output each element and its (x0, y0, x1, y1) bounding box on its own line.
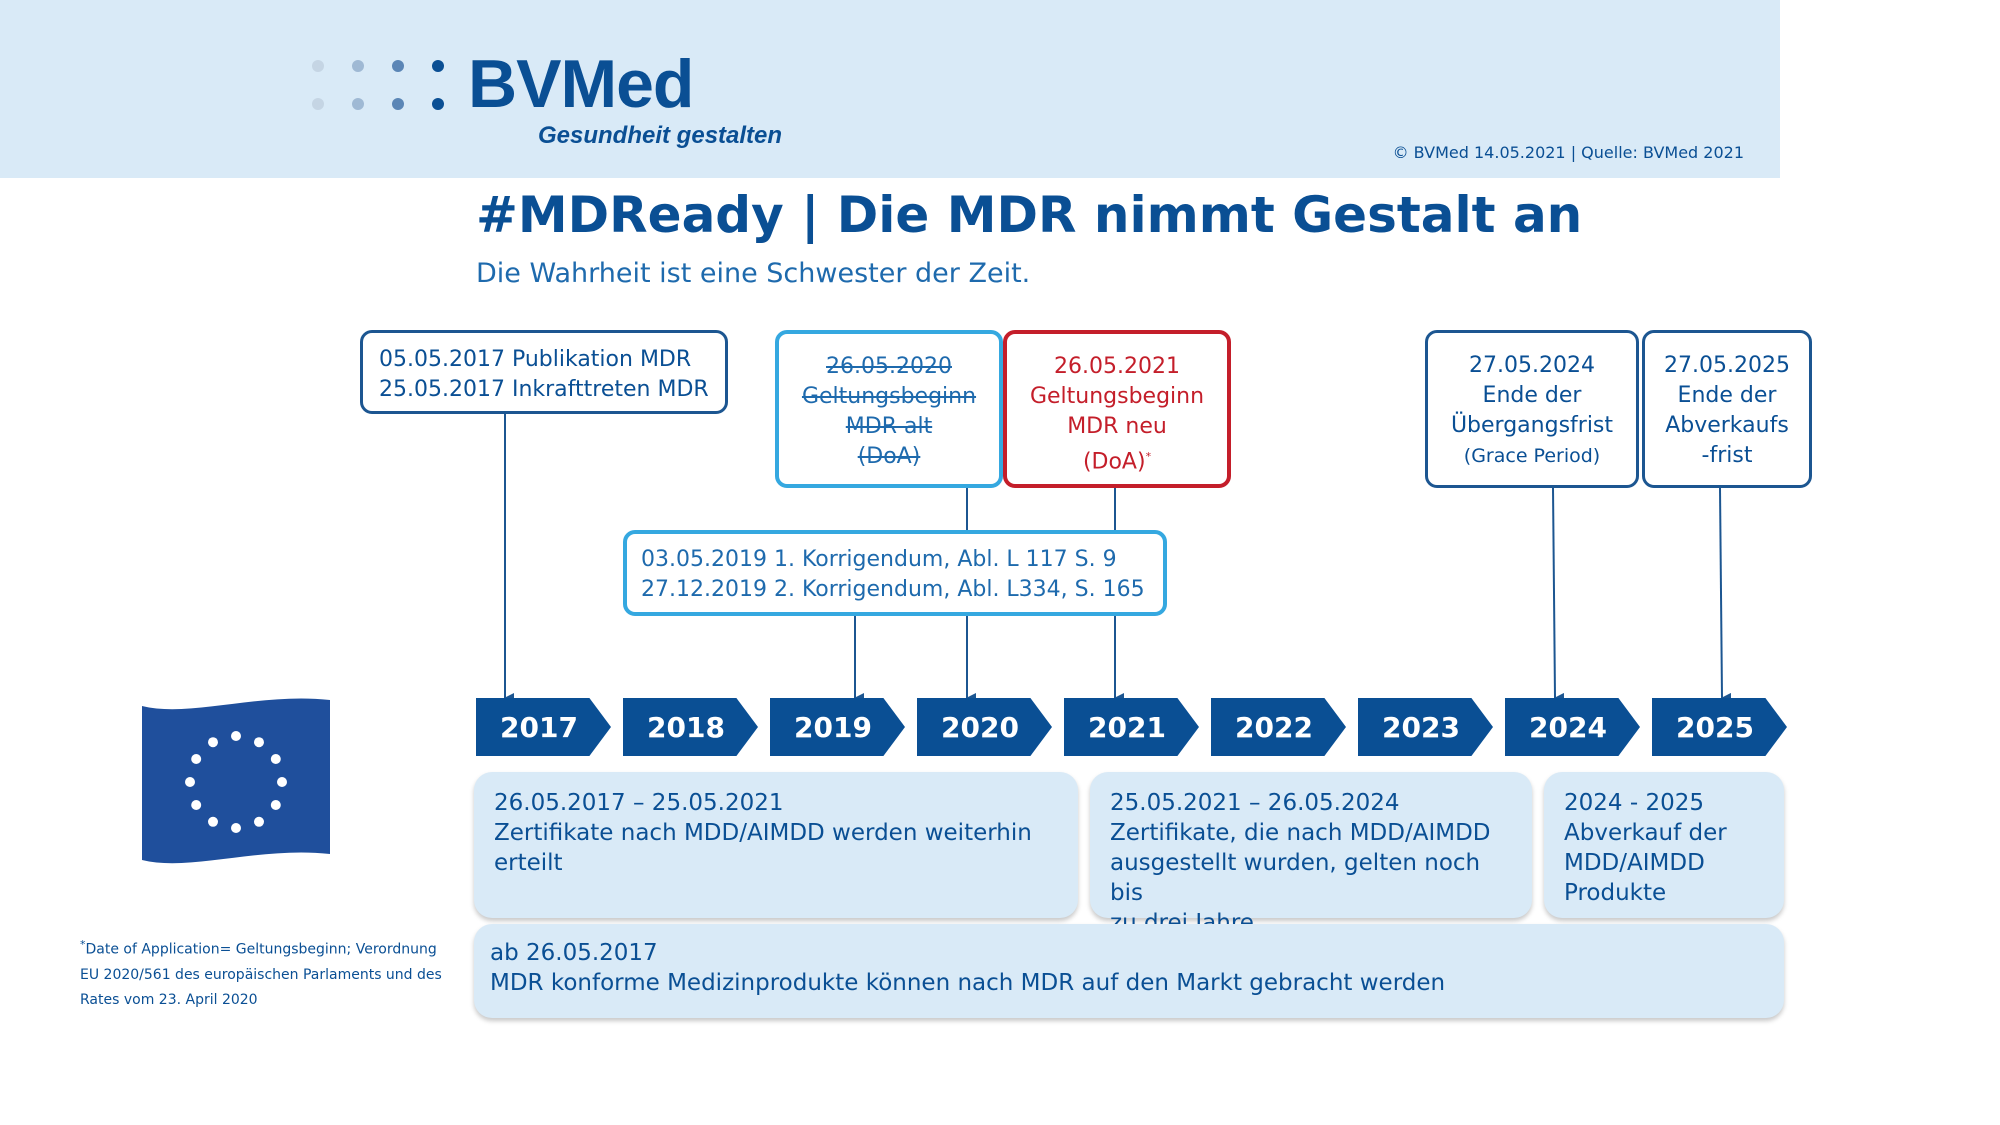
panel-4-line1: ab 26.05.2017 (490, 940, 658, 966)
year-2021: 2021 (1064, 698, 1199, 756)
panel-1-line2: Zertifikate nach MDD/AIMDD werden weiter… (494, 820, 1032, 846)
eu-star-icon (254, 737, 264, 748)
new-doa-line4: (DoA) (1082, 449, 1146, 475)
new-doa-line4-wrap: (DoA)* (1011, 442, 1223, 477)
eu-star-icon (208, 737, 218, 748)
panel-3-line2: Abverkauf der (1564, 820, 1727, 846)
logo-tagline: Gesundheit gestalten (538, 122, 783, 149)
arrow-2025 (1719, 487, 1732, 703)
arrow-2024 (1552, 487, 1565, 703)
panel-3-line4: Produkte (1564, 880, 1667, 906)
footnote-mark: * (80, 938, 86, 951)
new-doa-line2: Geltungsbeginn (1029, 384, 1205, 409)
year-2025: 2025 (1652, 698, 1787, 756)
panel-from-2017: ab 26.05.2017 MDR konforme Medizinproduk… (474, 924, 1784, 1018)
eu-star-icon (270, 754, 281, 764)
eu-star-icon (277, 777, 287, 787)
logo-text: BVMed (468, 46, 694, 122)
old-doa-line3: MDR alt (845, 414, 933, 439)
grace-line4: (Grace Period) (1463, 445, 1601, 467)
old-doa-line4: (DoA) (857, 444, 921, 469)
year-2020: 2020 (917, 698, 1052, 756)
grace-line3: Übergangsfrist (1450, 413, 1614, 438)
panel-2-line2: Zertifikate, die nach MDD/AIMDD (1110, 820, 1491, 846)
sellout-date: 27.05.2025 (1664, 353, 1790, 378)
panel-3-line3: MDD/AIMDD (1564, 850, 1705, 876)
panel-2-line1: 25.05.2021 – 26.05.2024 (1110, 790, 1400, 816)
year-2018: 2018 (623, 698, 758, 756)
old-doa-line2: Geltungsbeginn (801, 384, 977, 409)
page-title: #MDReady | Die MDR nimmt Gestalt an (476, 186, 1583, 244)
page-subtitle: Die Wahrheit ist eine Schwester der Zeit… (476, 258, 1031, 289)
eu-star-icon (208, 816, 218, 827)
header-band (0, 0, 1780, 178)
eu-star-icon (270, 800, 281, 810)
footnote-text: Date of Application= Geltungsbeginn; Ver… (80, 941, 442, 1008)
new-doa-date: 26.05.2021 (1054, 354, 1180, 379)
footnote: *Date of Application= Geltungsbeginn; Ve… (80, 932, 460, 1013)
corrigenda-line1: 03.05.2019 1. Korrigendum, Abl. L 117 S.… (641, 547, 1117, 572)
panel-3-line1: 2024 - 2025 (1564, 790, 1704, 816)
year-2023: 2023 (1358, 698, 1493, 756)
eu-star-icon (185, 777, 195, 787)
year-2022: 2022 (1211, 698, 1346, 756)
panel-1-line1: 26.05.2017 – 25.05.2021 (494, 790, 784, 816)
publication-line2: 25.05.2017 Inkrafttreten MDR (379, 377, 709, 402)
eu-star-icon (191, 800, 202, 810)
corrigenda-callout: 03.05.2019 1. Korrigendum, Abl. L 117 S.… (623, 530, 1167, 616)
panel-2-line3: ausgestellt wurden, gelten noch bis (1110, 850, 1481, 906)
grace-period-callout: 27.05.2024 Ende der Übergangsfrist (Grac… (1425, 330, 1639, 488)
old-doa-callout: 26.05.2020 Geltungsbeginn MDR alt (DoA) (775, 330, 1003, 488)
sellout-callout: 27.05.2025 Ende der Abverkaufs -frist (1642, 330, 1812, 488)
old-doa-date: 26.05.2020 (826, 354, 952, 379)
eu-star-icon (254, 816, 264, 827)
panel-2024-2025: 2024 - 2025 Abverkauf der MDD/AIMDD Prod… (1544, 772, 1784, 918)
panel-1-line3: erteilt (494, 850, 563, 876)
new-doa-footnote-mark: * (1145, 450, 1152, 463)
new-doa-callout: 26.05.2021 Geltungsbeginn MDR neu (DoA)* (1003, 330, 1231, 488)
sellout-line4: -frist (1701, 443, 1753, 468)
publication-callout: 05.05.2017 Publikation MDR 25.05.2017 In… (360, 330, 728, 414)
publication-line1: 05.05.2017 Publikation MDR (379, 347, 692, 372)
panel-2021-2024: 25.05.2021 – 26.05.2024 Zertifikate, die… (1090, 772, 1532, 936)
grace-line2: Ende der (1482, 383, 1582, 408)
eu-flag-icon (142, 698, 330, 864)
year-2019: 2019 (770, 698, 905, 756)
copyright-note: © BVMed 14.05.2021 | Quelle: BVMed 2021 (1392, 143, 1744, 162)
eu-star-icon (231, 823, 241, 833)
panel-2017-2021: 26.05.2017 – 25.05.2021 Zertifikate nach… (474, 772, 1078, 918)
year-2024: 2024 (1505, 698, 1640, 756)
eu-star-icon (231, 731, 241, 741)
corrigenda-line2: 27.12.2019 2. Korrigendum, Abl. L334, S.… (641, 577, 1145, 602)
year-2017: 2017 (476, 698, 611, 756)
eu-star-icon (191, 754, 202, 764)
panel-4-line2: MDR konforme Medizinprodukte können nach… (490, 970, 1446, 996)
sellout-line3: Abverkaufs (1665, 413, 1789, 438)
grace-date: 27.05.2024 (1469, 353, 1595, 378)
sellout-line2: Ende der (1677, 383, 1777, 408)
new-doa-line3: MDR neu (1067, 414, 1167, 439)
